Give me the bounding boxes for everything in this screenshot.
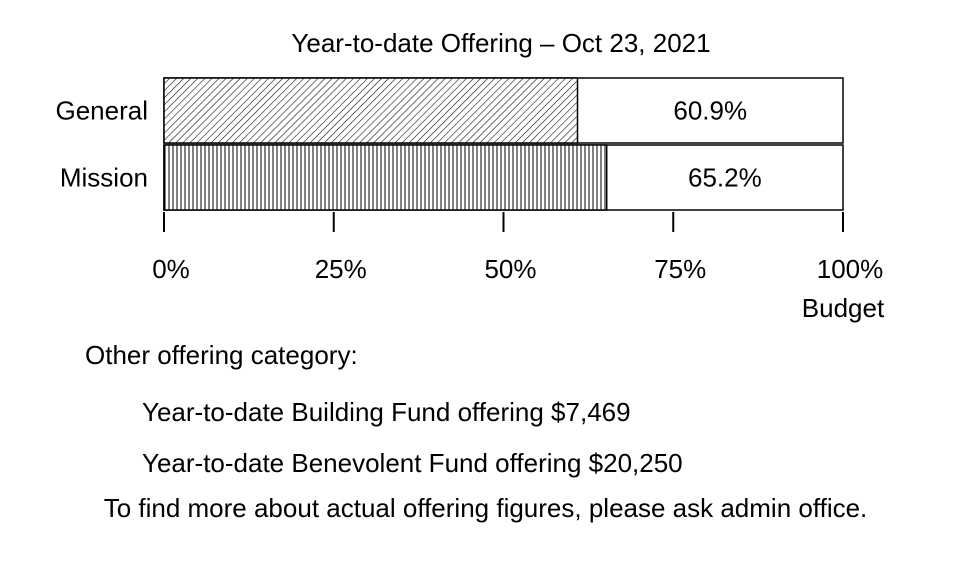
building-fund-line: Year-to-date Building Fund offering $7,4… (142, 397, 631, 427)
x-axis-ticks: 0% 25% 50% 75% 100% (152, 212, 883, 284)
value-label-mission: 65.2% (688, 163, 762, 193)
x-tick-label-25: 25% (315, 254, 367, 284)
category-label-general: General (56, 96, 149, 126)
footer-note: To find more about actual offering figur… (103, 493, 868, 523)
x-tick-label-0: 0% (152, 254, 190, 284)
bar-general (163, 77, 579, 144)
other-categories-heading: Other offering category: (85, 340, 358, 370)
bars-layer: General 60.9% Mission 65.2% (56, 77, 844, 211)
offering-chart: Year-to-date Offering – Oct 23, 2021 Gen… (56, 28, 885, 323)
x-axis-label: Budget (802, 293, 885, 323)
category-label-mission: Mission (60, 163, 148, 193)
chart-title: Year-to-date Offering – Oct 23, 2021 (291, 28, 710, 58)
x-tick-label-100: 100% (817, 254, 884, 284)
x-tick-label-75: 75% (654, 254, 706, 284)
bar-mission (163, 144, 608, 211)
x-tick-label-50: 50% (484, 254, 536, 284)
benevolent-fund-line: Year-to-date Benevolent Fund offering $2… (142, 448, 683, 478)
value-label-general: 60.9% (673, 96, 747, 126)
